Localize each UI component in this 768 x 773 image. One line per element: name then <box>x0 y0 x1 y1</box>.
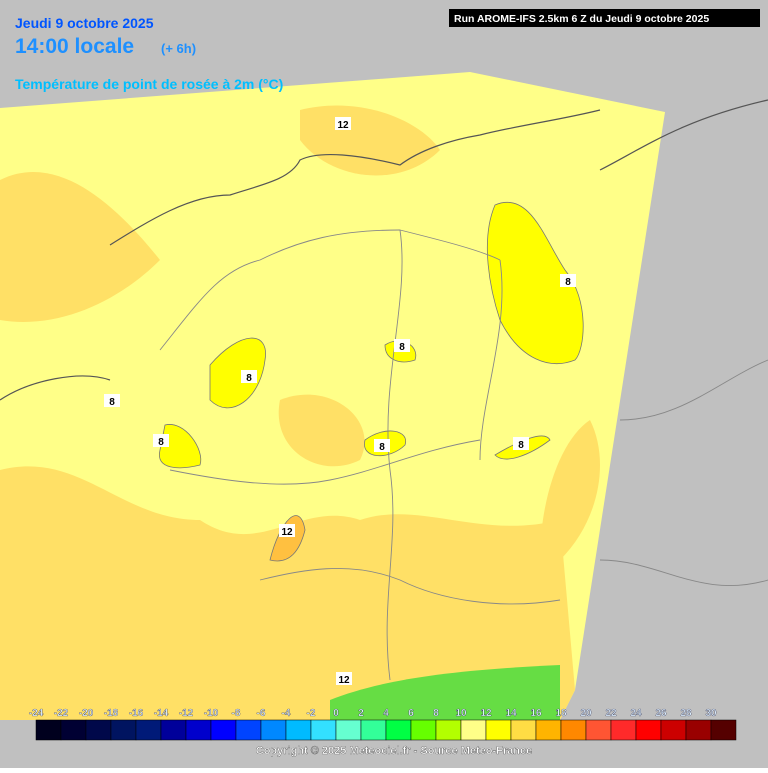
legend-swatch <box>610 719 637 741</box>
contour-label: 8 <box>246 373 252 384</box>
date: Jeudi 9 octobre 2025 <box>15 15 154 31</box>
contour-label: 12 <box>337 120 349 131</box>
legend-tick-label: 24 <box>630 708 642 719</box>
legend-swatch <box>110 719 137 741</box>
legend-tick-label: 8 <box>433 708 439 719</box>
legend-swatch <box>310 719 337 741</box>
contour-label-bg <box>279 524 295 537</box>
legend-tick-label: 12 <box>480 708 492 719</box>
copyright: Copyright © 2025 Meteociel.fr - Source M… <box>256 745 532 757</box>
legend-tick-label: -12 <box>179 708 194 719</box>
warm-areas <box>0 105 600 720</box>
contour-label-bg <box>336 672 352 685</box>
legend-tick-label: 22 <box>605 708 617 719</box>
legend-tick-label: 18 <box>555 708 567 719</box>
legend-swatch <box>260 719 287 741</box>
legend-tick-label: 28 <box>680 708 692 719</box>
legend-swatch <box>435 719 462 741</box>
legend-swatch <box>485 719 512 741</box>
contour-label-bg <box>335 117 351 130</box>
legend-tick-label: 4 <box>383 708 389 719</box>
legend-tick-label: -18 <box>104 708 119 719</box>
legend-tick-label: -10 <box>204 708 219 719</box>
legend-swatch <box>135 719 162 741</box>
legend-tick-label: -4 <box>282 708 291 719</box>
legend-swatch <box>35 719 62 741</box>
contour-label-bg <box>241 370 257 383</box>
legend-tick-label: -14 <box>154 708 169 719</box>
legend-swatch <box>360 719 387 741</box>
contour-label: 8 <box>518 440 524 451</box>
legend-swatch <box>660 719 687 741</box>
contour-label: 12 <box>338 675 350 686</box>
contour-label: 8 <box>565 277 571 288</box>
run-info: Run AROME-IFS 2.5km 6 Z du Jeudi 9 octob… <box>454 13 709 25</box>
legend-tick-label: -16 <box>129 708 144 719</box>
legend-swatch <box>60 719 87 741</box>
contour-label-bg <box>153 434 169 447</box>
legend-swatch <box>185 719 212 741</box>
contour-label: 12 <box>281 527 293 538</box>
legend-swatch <box>410 719 437 741</box>
green-area <box>330 665 560 720</box>
legend-swatch <box>85 719 112 741</box>
legend-tick-label: 10 <box>455 708 467 719</box>
legend-tick-label: 2 <box>358 708 364 719</box>
legend-swatch <box>560 719 587 741</box>
contour-label: 8 <box>158 437 164 448</box>
contour-label: 8 <box>379 442 385 453</box>
legend-swatch <box>210 719 237 741</box>
legend-swatch <box>160 719 187 741</box>
legend-tick-label: 14 <box>505 708 517 719</box>
contour-label-bg <box>374 439 390 452</box>
legend-swatch <box>510 719 537 741</box>
legend-tick-label: 16 <box>530 708 542 719</box>
legend-tick-label: 0 <box>333 708 339 719</box>
legend-swatch <box>585 719 612 741</box>
legend-tick-label: 6 <box>408 708 414 719</box>
legend-swatch <box>285 719 312 741</box>
legend-tick-label: -8 <box>232 708 241 719</box>
contour-label-bg <box>104 394 120 407</box>
parameter: Température de point de rosée à 2m (°C) <box>15 76 283 92</box>
coastlines <box>0 99 768 401</box>
legend-tick-label: -20 <box>79 708 94 719</box>
contour-label-bg <box>560 274 576 287</box>
contour-label-bg <box>394 339 410 352</box>
legend-swatch <box>385 719 412 741</box>
legend-swatch <box>635 719 662 741</box>
legend-swatch <box>685 719 712 741</box>
legend-swatch <box>460 719 487 741</box>
legend-tick-label: -24 <box>29 708 44 719</box>
legend-tick-label: 20 <box>580 708 592 719</box>
legend-tick-label: 26 <box>655 708 667 719</box>
legend-tick-label: -22 <box>54 708 69 719</box>
legend-tick-label: 30 <box>705 708 717 719</box>
legend-swatch <box>710 719 737 741</box>
legend-tick-label: -6 <box>257 708 266 719</box>
legend-swatch <box>535 719 562 741</box>
run-box <box>449 9 760 27</box>
legend-swatch <box>335 719 362 741</box>
borders <box>159 229 768 681</box>
dry-areas <box>158 202 584 469</box>
contour-label-bg <box>513 437 529 450</box>
contour-label: 8 <box>109 397 115 408</box>
contour-label: 8 <box>399 342 405 353</box>
legend-tick-label: -2 <box>307 708 316 719</box>
offset: (+ 6h) <box>161 41 196 56</box>
legend-swatch <box>235 719 262 741</box>
time: 14:00 locale <box>15 35 134 58</box>
